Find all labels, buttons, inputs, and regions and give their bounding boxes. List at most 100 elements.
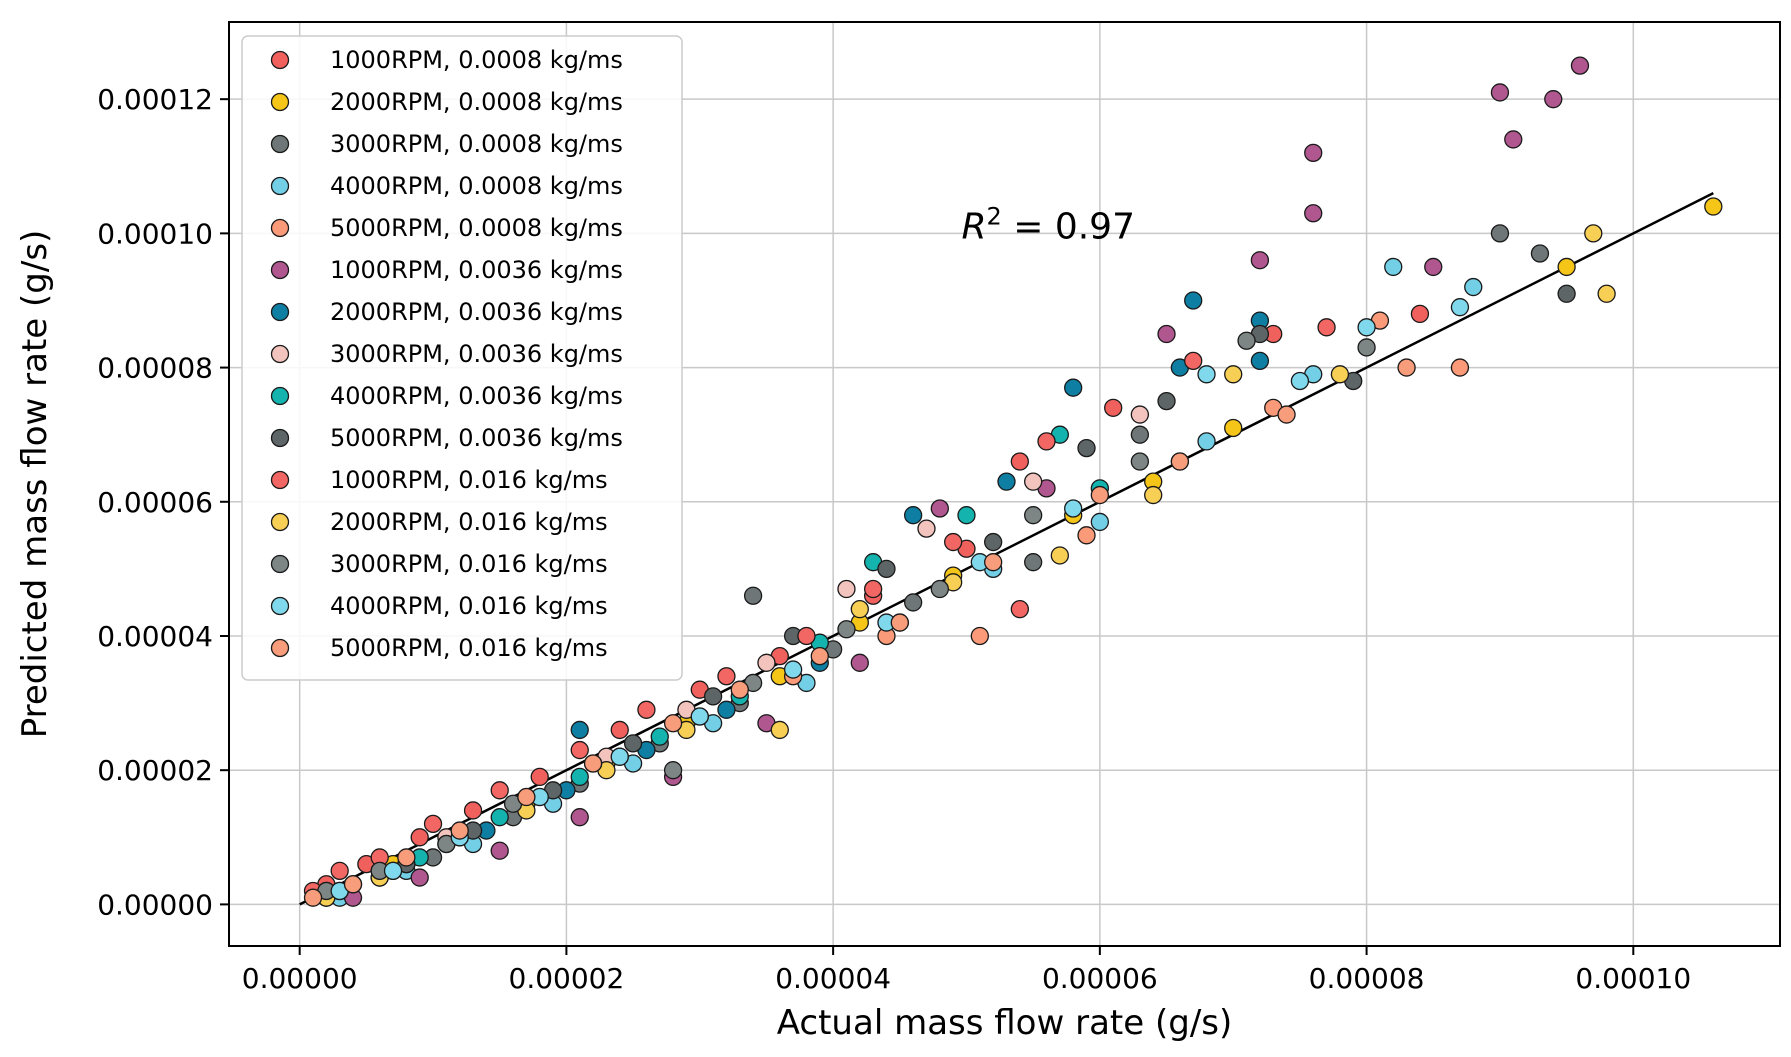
data-point xyxy=(1250,351,1270,371)
legend-marker xyxy=(270,470,290,490)
data-point xyxy=(1504,130,1523,149)
data-point xyxy=(930,579,949,599)
y-tick-label: 0.00012 xyxy=(97,83,213,116)
data-point xyxy=(1704,197,1723,216)
data-point xyxy=(1024,472,1043,491)
data-point xyxy=(1010,452,1029,471)
data-point xyxy=(717,700,736,719)
data-point xyxy=(1090,512,1110,532)
data-point xyxy=(410,828,429,847)
data-point xyxy=(1450,298,1470,317)
data-point xyxy=(303,888,323,907)
data-point xyxy=(1170,452,1190,471)
y-tick-label: 0.00010 xyxy=(97,217,213,250)
data-point xyxy=(1357,338,1376,357)
data-point xyxy=(1224,418,1243,438)
legend-marker xyxy=(270,218,290,238)
r-squared-value: = 0.97 xyxy=(1002,207,1135,248)
data-point xyxy=(703,687,723,706)
data-point xyxy=(1330,365,1350,384)
data-point xyxy=(1450,358,1470,377)
data-point xyxy=(1237,331,1256,350)
data-point xyxy=(570,808,589,827)
fit-line xyxy=(299,191,1714,906)
data-point xyxy=(1397,358,1416,377)
data-point xyxy=(1024,506,1043,525)
data-point xyxy=(1077,526,1096,545)
legend-marker xyxy=(270,638,290,658)
data-point xyxy=(397,848,416,867)
data-point xyxy=(890,613,909,632)
data-point xyxy=(1104,398,1123,417)
data-point xyxy=(837,579,856,599)
legend-label: 1000RPM, 0.0008 kg/ms xyxy=(330,46,623,74)
y-tick-label: 0.00002 xyxy=(97,754,213,787)
data-point xyxy=(1050,546,1069,565)
legend-label: 1000RPM, 0.0036 kg/ms xyxy=(330,256,623,284)
data-point xyxy=(570,767,589,787)
data-point xyxy=(757,653,776,672)
data-point xyxy=(997,472,1016,491)
data-point xyxy=(1464,277,1483,297)
legend-label: 2000RPM, 0.0008 kg/ms xyxy=(330,88,623,116)
r-squared-var: R xyxy=(961,207,986,248)
legend-marker xyxy=(270,134,290,154)
data-point xyxy=(810,646,829,666)
legend-marker xyxy=(270,512,290,532)
y-axis-ticks: 0.00000 0.00002 0.00004 0.00006 0.00008 0.000… xyxy=(97,83,229,921)
data-point xyxy=(1557,284,1576,303)
data-point xyxy=(863,579,883,599)
legend-marker xyxy=(270,428,290,448)
legend-label: 4000RPM, 0.0008 kg/ms xyxy=(330,172,623,200)
data-point xyxy=(663,714,683,733)
data-point xyxy=(984,532,1003,552)
legend-box xyxy=(241,35,683,681)
legend-marker xyxy=(270,344,290,364)
data-point xyxy=(463,801,483,820)
legend-label: 2000RPM, 0.0036 kg/ms xyxy=(330,298,623,326)
data-point xyxy=(490,841,509,860)
data-point xyxy=(663,761,683,780)
data-point xyxy=(1144,485,1163,505)
legend-label: 3000RPM, 0.0008 kg/ms xyxy=(330,130,623,158)
data-point xyxy=(530,767,549,787)
data-point xyxy=(1424,257,1443,277)
legend-marker xyxy=(270,92,290,112)
data-point xyxy=(1290,371,1310,391)
series-group xyxy=(330,298,1470,901)
data-point xyxy=(1557,257,1576,277)
data-point xyxy=(1250,251,1270,270)
plot-area-frame xyxy=(228,21,1781,947)
r-squared-annotation: R2 = 0.97 xyxy=(961,203,1135,248)
data-point xyxy=(1130,425,1150,444)
data-point xyxy=(1304,204,1323,223)
data-point xyxy=(1184,351,1203,371)
x-tick-label: 0.00002 xyxy=(509,962,625,995)
data-point xyxy=(623,734,643,753)
data-point xyxy=(1037,432,1056,451)
legend-marker xyxy=(270,554,290,574)
data-point xyxy=(917,519,936,538)
data-point xyxy=(783,660,803,679)
data-point xyxy=(517,787,536,807)
series-group xyxy=(330,284,1576,901)
data-point xyxy=(450,821,469,840)
data-point xyxy=(1544,90,1563,109)
x-tick-label: 0.00000 xyxy=(242,962,358,995)
data-point xyxy=(330,861,349,880)
data-point xyxy=(903,593,923,612)
data-point xyxy=(1157,324,1176,344)
data-point xyxy=(1197,365,1216,384)
x-tick-label: 0.00010 xyxy=(1575,962,1691,995)
data-point xyxy=(770,720,789,740)
data-point xyxy=(984,553,1003,572)
data-point xyxy=(1090,485,1110,505)
data-point xyxy=(383,861,403,880)
y-tick-label: 0.00008 xyxy=(97,352,213,385)
data-point xyxy=(1277,405,1296,424)
data-point xyxy=(1597,284,1616,303)
data-point xyxy=(1157,391,1176,411)
data-point xyxy=(610,747,629,766)
data-point xyxy=(970,626,989,646)
